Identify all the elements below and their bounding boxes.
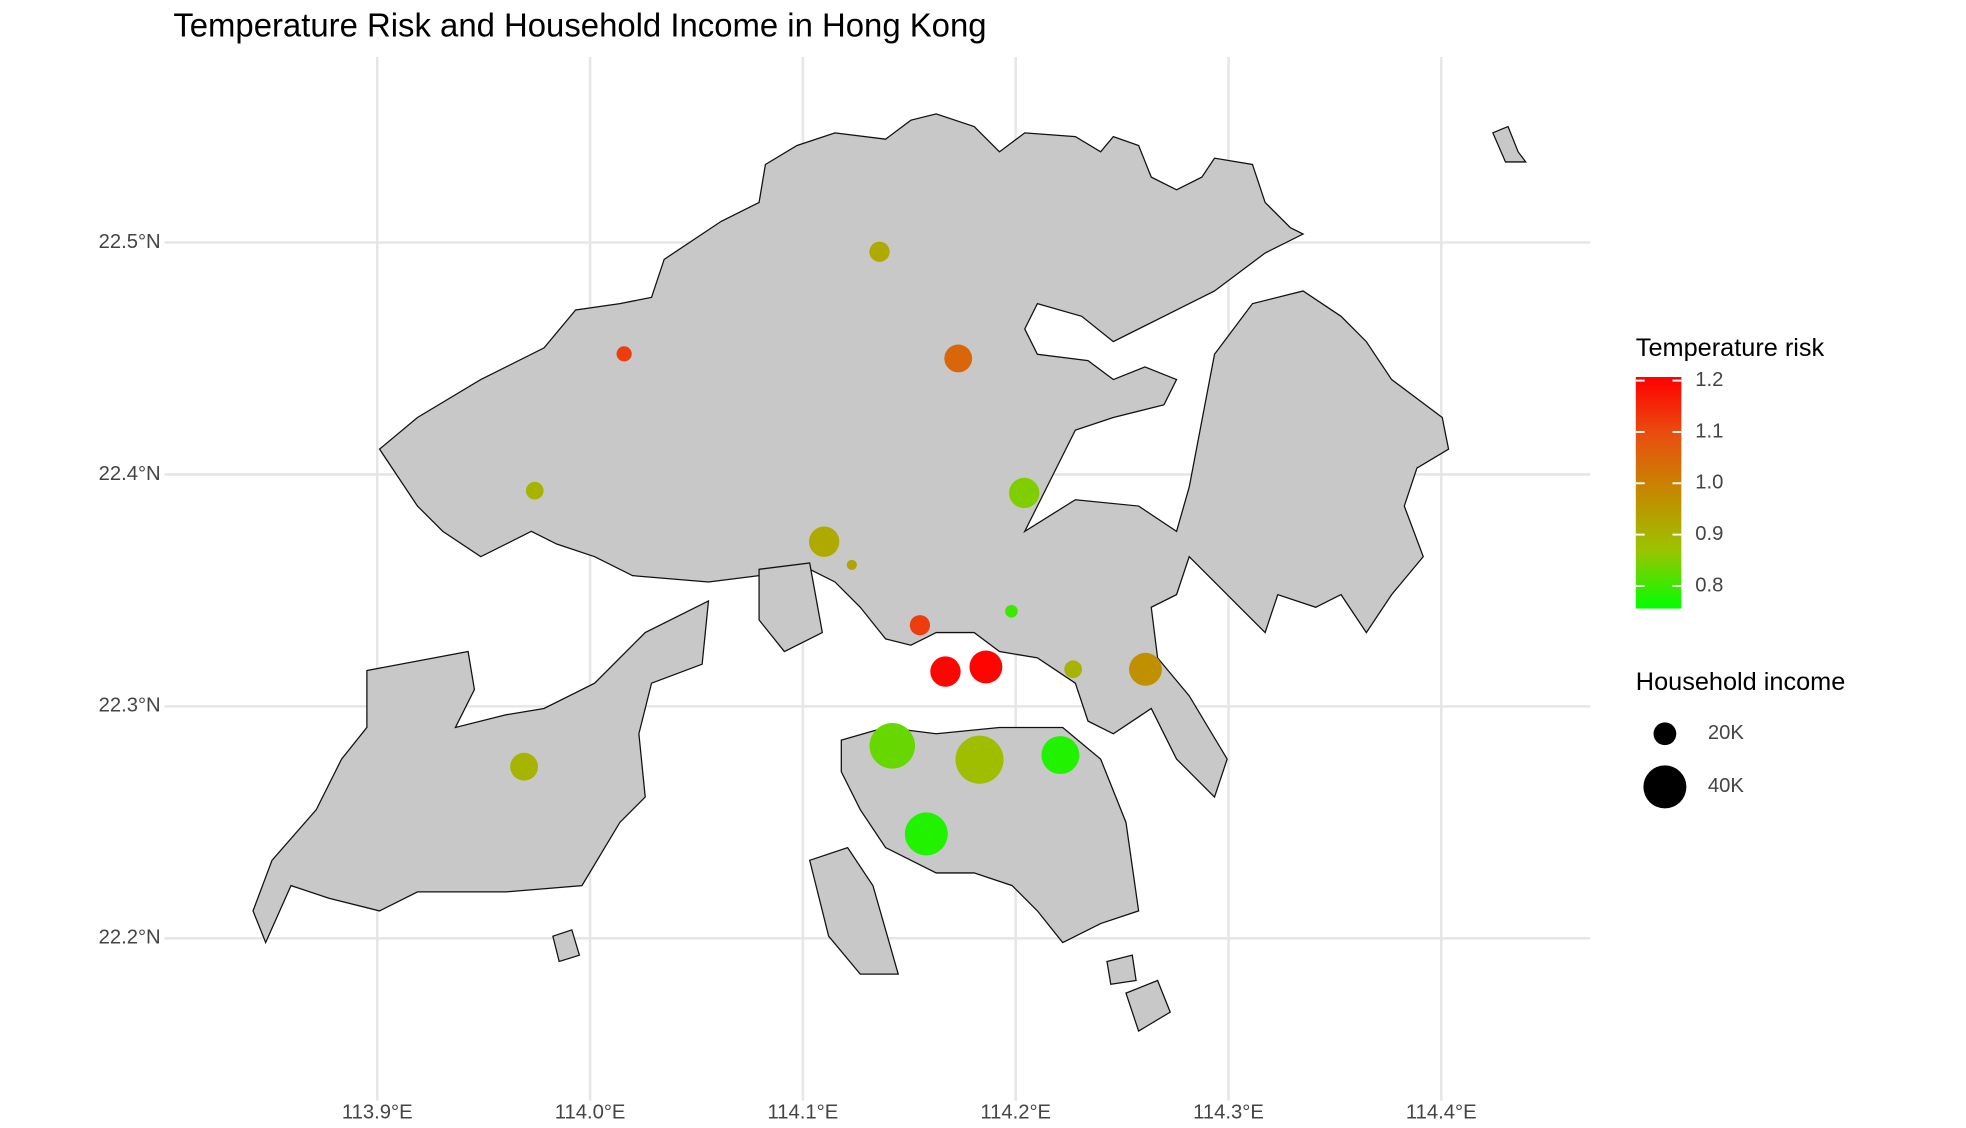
x-tick-label: 114.1°E bbox=[768, 1102, 839, 1124]
points bbox=[510, 241, 1162, 856]
hong-kong-island bbox=[840, 726, 1140, 944]
point bbox=[904, 812, 948, 856]
point bbox=[969, 650, 1003, 684]
new-territories bbox=[378, 113, 1450, 799]
size-key bbox=[1643, 765, 1687, 809]
x-tick-label: 114.4°E bbox=[1406, 1102, 1477, 1124]
color-legend-title: Temperature risk bbox=[1636, 334, 1825, 362]
point bbox=[909, 615, 931, 636]
point bbox=[846, 559, 857, 570]
tsing-yi bbox=[758, 562, 824, 653]
island bbox=[1125, 979, 1172, 1033]
land bbox=[252, 113, 1528, 1033]
colorbar bbox=[1635, 377, 1682, 609]
colorbar-label: 1.0 bbox=[1695, 472, 1723, 494]
colorbar-label: 1.1 bbox=[1695, 420, 1723, 442]
y-tick-label: 22.4°N bbox=[99, 463, 161, 485]
point bbox=[1064, 660, 1082, 679]
point bbox=[616, 346, 632, 362]
island bbox=[552, 929, 581, 963]
point bbox=[808, 526, 840, 557]
y-tick-label: 22.2°N bbox=[99, 927, 161, 949]
point bbox=[869, 723, 916, 769]
point bbox=[955, 735, 1004, 784]
point bbox=[944, 344, 973, 373]
lantau bbox=[252, 599, 710, 945]
island bbox=[1106, 954, 1137, 985]
x-tick-label: 114.3°E bbox=[1193, 1102, 1264, 1124]
size-key bbox=[1653, 722, 1677, 746]
point bbox=[1129, 652, 1162, 686]
size-label: 20K bbox=[1708, 722, 1745, 744]
x-tick-label: 113.9°E bbox=[342, 1102, 413, 1124]
legend: 0.8 0.9 1.0 1.1 1.2 20K 40K bbox=[1635, 369, 1745, 809]
point bbox=[1005, 604, 1018, 618]
y-tick-label: 22.3°N bbox=[99, 695, 161, 717]
lamma bbox=[808, 846, 900, 975]
point bbox=[510, 752, 539, 781]
point bbox=[1009, 477, 1040, 509]
colorbar-label: 1.2 bbox=[1695, 369, 1723, 391]
point bbox=[525, 481, 544, 500]
size-legend-title: Household income bbox=[1636, 668, 1846, 696]
x-tick-label: 114.0°E bbox=[555, 1102, 626, 1124]
colorbar-label: 0.8 bbox=[1695, 574, 1723, 596]
point bbox=[930, 656, 961, 687]
point bbox=[869, 241, 890, 262]
x-tick-label: 114.2°E bbox=[980, 1102, 1051, 1124]
size-label: 40K bbox=[1708, 775, 1745, 797]
colorbar-label: 0.9 bbox=[1695, 523, 1723, 545]
point bbox=[1041, 736, 1080, 775]
chart-title: Temperature Risk and Household Income in… bbox=[173, 7, 986, 44]
y-tick-label: 22.5°N bbox=[99, 231, 161, 253]
island bbox=[1492, 125, 1528, 163]
